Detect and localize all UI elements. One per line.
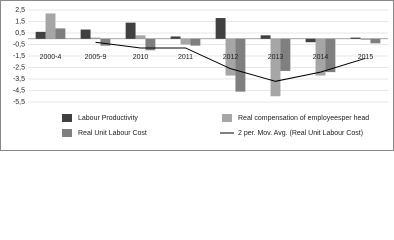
x-tick-label: 2015	[358, 54, 374, 61]
x-tick-label: 2000-4	[40, 54, 62, 61]
bar	[215, 18, 226, 39]
chart: 2,5 1,5 0,5 -0,5 -1,5 -2,5 -3,5 -4,5 -5,5 2000-4 2…	[0, 0, 394, 151]
x-tick-label: 2005-9	[85, 54, 107, 61]
legend-label: Labour Productivity	[78, 115, 138, 122]
legend-label: 2 per. Mov. Avg. (Real Unit Labour Cost)	[238, 130, 363, 137]
x-tick-label: 2013	[268, 54, 284, 61]
bar	[55, 28, 66, 39]
bar	[180, 38, 191, 45]
legend-swatch	[222, 114, 232, 122]
bar	[225, 38, 236, 76]
chart-border	[0, 0, 394, 151]
bar	[100, 38, 111, 46]
x-tick-label: 2014	[313, 54, 329, 61]
x-tick-label: 2010	[133, 54, 149, 61]
legend-label: Real Unit Labour Cost	[78, 130, 147, 137]
bar	[325, 38, 336, 73]
legend-label: Real compensation of employeesper head	[238, 115, 369, 122]
y-tick-label: -2,5	[13, 64, 25, 71]
x-tick-label: 2011	[178, 54, 193, 61]
bar	[305, 38, 316, 43]
bar	[90, 37, 101, 39]
y-tick-label: -4,5	[13, 87, 25, 94]
y-tick-label: 0,5	[15, 30, 25, 37]
bar	[280, 38, 291, 71]
bar	[315, 38, 326, 76]
moving-average-line	[95, 41, 366, 82]
bar	[125, 22, 136, 39]
y-tick-label: -5,5	[13, 99, 25, 106]
y-tick-label: -3,5	[13, 76, 25, 83]
bar	[170, 36, 181, 39]
bar	[145, 38, 156, 51]
y-tick-label: 1,5	[15, 18, 25, 25]
bar	[260, 35, 271, 39]
y-tick-label: 2,5	[15, 7, 25, 14]
bar	[45, 13, 56, 39]
x-tick-label: 2012	[223, 54, 239, 61]
y-tick-label: -1,5	[13, 53, 25, 60]
bar	[135, 35, 146, 39]
bar	[360, 38, 371, 40]
bar	[270, 38, 281, 97]
bar	[350, 37, 361, 39]
bar	[35, 31, 46, 39]
y-tick-label: -0,5	[13, 41, 25, 48]
bar	[235, 38, 246, 92]
bar	[190, 38, 201, 46]
bar	[370, 38, 381, 44]
legend-swatch	[62, 129, 72, 137]
legend-swatch	[62, 114, 72, 122]
bar	[80, 29, 91, 39]
